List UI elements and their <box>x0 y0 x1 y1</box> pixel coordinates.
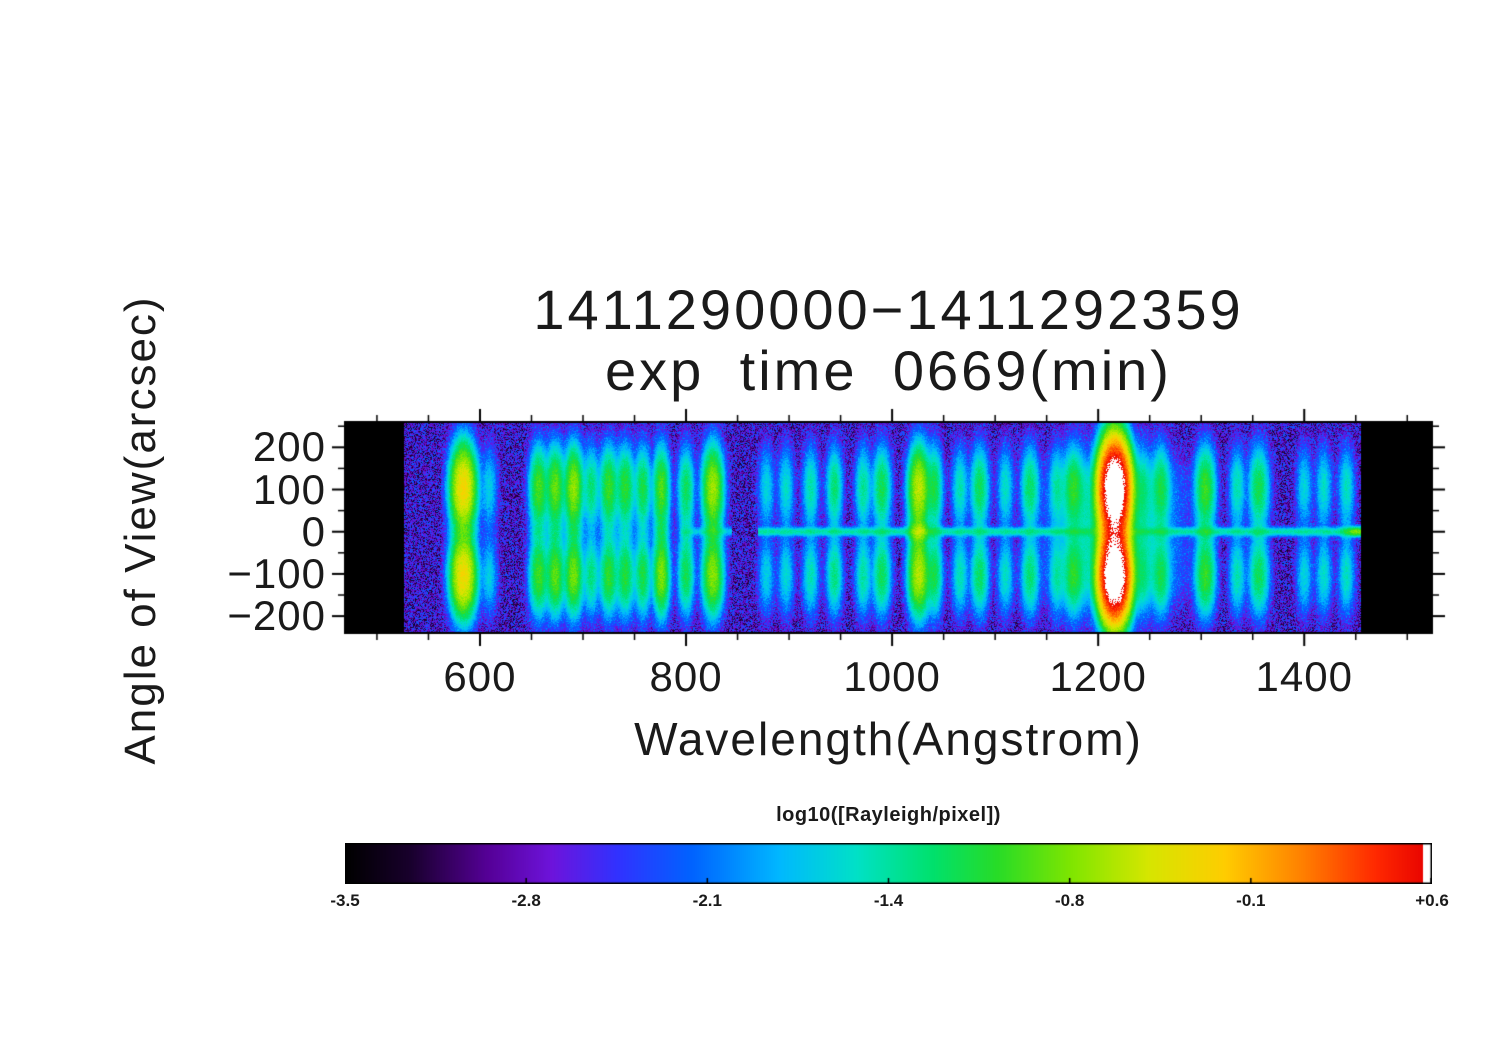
colorbar-tick-label: -0.1 <box>1236 891 1265 911</box>
x-axis-title: Wavelength(Angstrom) <box>345 712 1432 766</box>
colorbar-tick-label: -2.1 <box>693 891 722 911</box>
title-line-2: exp time 0669(min) <box>345 340 1432 401</box>
y-axis-title: Angle of View(arcsec) <box>116 295 166 764</box>
y-tick-label: 200 <box>176 425 326 469</box>
axes-frame-canvas <box>325 402 1452 653</box>
colorbar-tick-label: -0.8 <box>1055 891 1084 911</box>
colorbar-tick-label: -1.4 <box>874 891 903 911</box>
colorbar-tick-label: -2.8 <box>512 891 541 911</box>
x-tick-label: 600 <box>443 655 516 699</box>
y-tick-label: 100 <box>176 468 326 512</box>
x-tick-label: 800 <box>649 655 722 699</box>
y-tick-label: −100 <box>176 552 326 596</box>
x-tick-label: 1000 <box>843 655 940 699</box>
y-tick-label: 0 <box>176 510 326 554</box>
y-tick-label: −200 <box>176 594 326 638</box>
plot-title: 1411290000−1411292359 exp time 0669(min) <box>345 279 1432 401</box>
colorbar-tick-label: +0.6 <box>1415 891 1449 911</box>
x-tick-label: 1400 <box>1256 655 1353 699</box>
spectrogram-figure: 1411290000−1411292359 exp time 0669(min)… <box>0 0 1497 1058</box>
title-line-1: 1411290000−1411292359 <box>345 279 1432 340</box>
colorbar-title: log10([Rayleigh/pixel]) <box>345 804 1432 827</box>
colorbar-tick-label: -3.5 <box>330 891 359 911</box>
x-tick-label: 1200 <box>1049 655 1146 699</box>
colorbar-canvas <box>345 843 1432 884</box>
